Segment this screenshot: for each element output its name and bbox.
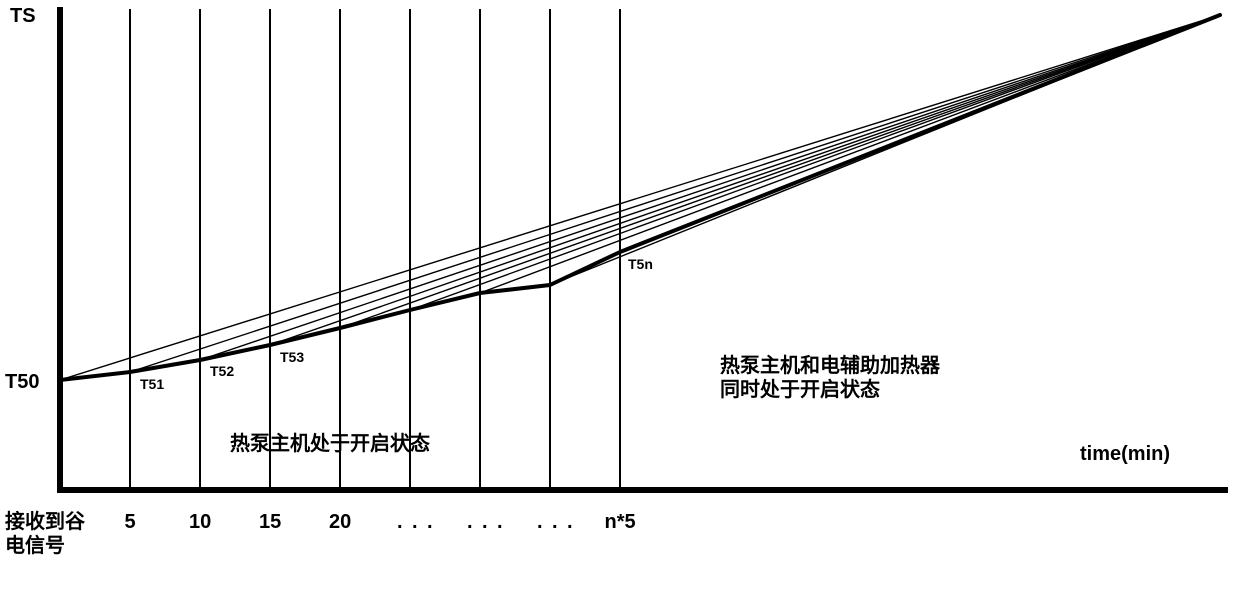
x-tick: 5	[125, 510, 136, 534]
x-tick: .	[497, 510, 503, 534]
x-tick: .	[537, 510, 543, 534]
point-label: T5n	[628, 256, 653, 273]
x-axis-label: time(min)	[1080, 442, 1170, 466]
x-tick: .	[427, 510, 433, 534]
chart-root: TS T50 time(min) 接收到谷电信号 热泵主机处于开启状态 热泵主机…	[0, 0, 1240, 600]
x-tick: .	[482, 510, 488, 534]
x-origin-label: 接收到谷电信号	[5, 510, 85, 558]
x-tick: .	[467, 510, 473, 534]
y-origin-label: T50	[5, 370, 39, 394]
region-right-label: 热泵主机和电辅助加热器同时处于开启状态	[720, 354, 940, 402]
point-label: T53	[280, 349, 304, 366]
x-tick: 15	[259, 510, 281, 534]
x-tick: .	[397, 510, 403, 534]
x-tick: 10	[189, 510, 211, 534]
point-label: T51	[140, 376, 164, 393]
region-left-label: 热泵主机处于开启状态	[230, 432, 430, 456]
x-tick: .	[412, 510, 418, 534]
x-tick: 20	[329, 510, 351, 534]
x-tick: .	[567, 510, 573, 534]
y-top-label: TS	[10, 4, 36, 28]
x-tick: n*5	[605, 510, 636, 534]
x-tick: .	[552, 510, 558, 534]
point-label: T52	[210, 363, 234, 380]
